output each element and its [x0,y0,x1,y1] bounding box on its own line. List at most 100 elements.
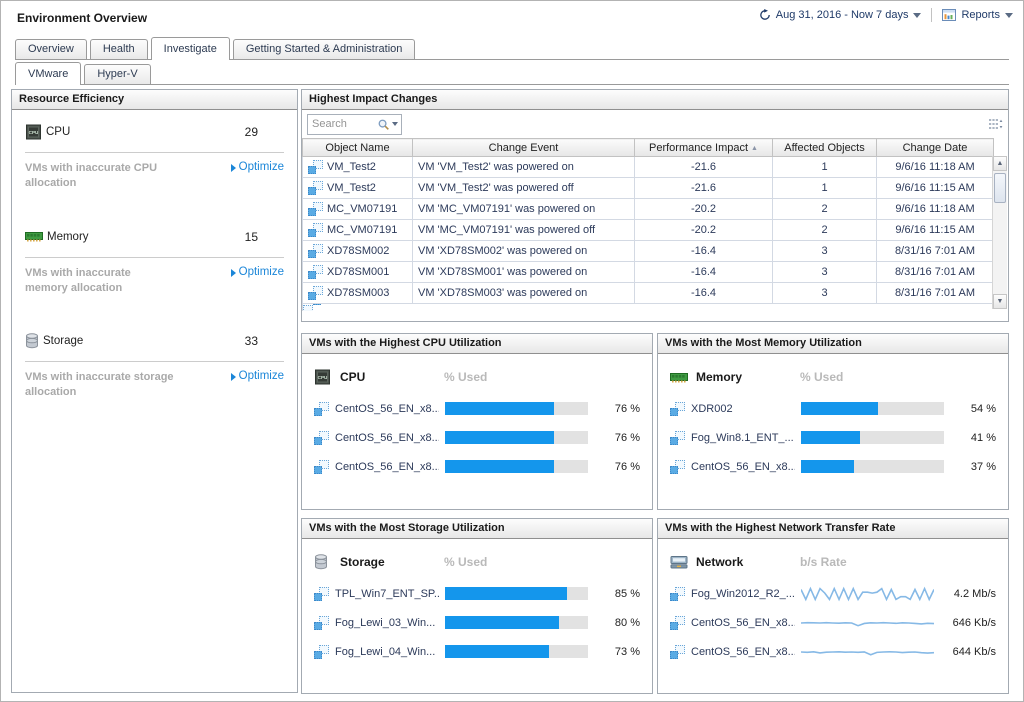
storage-inaccurate-label: VMs with inaccurate storage allocation [25,370,175,400]
tab-health[interactable]: Health [90,39,148,59]
list-item[interactable]: CentOS_56_EN_x8... 644 Kb/s [670,637,996,666]
table-row[interactable]: XD78SM001 VM 'XD78SM001' was powered on-… [303,262,994,283]
reports-button[interactable]: Reports [942,9,1013,21]
list-item[interactable]: CentOS_56_EN_x8... 37 % [670,452,996,481]
list-item[interactable]: XDR002 54 % [670,394,996,423]
main-tab-bar: Overview Health Investigate Getting Star… [15,37,1009,60]
scrollbar-thumb[interactable] [994,173,1006,203]
col-change-event[interactable]: Change Event [413,139,635,157]
reports-icon [942,9,956,21]
search-icon[interactable] [377,118,390,131]
memory-optimize-label: Optimize [239,266,284,278]
cpu-inaccurate-label: VMs with inaccurate CPU allocation [25,161,175,191]
vm-icon [308,202,323,216]
vm-icon [670,587,685,601]
memory-optimize-link[interactable]: Optimize [231,266,284,296]
tab-hyper-v[interactable]: Hyper-V [84,64,150,84]
network-sparkline [801,614,934,632]
highest-impact-changes-title: Highest Impact Changes [302,90,1008,110]
search-options-caret-icon[interactable] [392,122,398,126]
reports-caret-icon [1005,13,1013,18]
vm-icon [314,645,329,659]
optimize-arrow-icon [231,164,236,172]
cpu-utilization-header: CPU CPU % Used [314,364,640,390]
vm-icon [314,431,329,445]
usage-bar [445,616,588,629]
changes-toolbar [302,110,1008,138]
memory-unit-heading: % Used [800,370,843,384]
header-divider [931,8,932,22]
col-affected-objects[interactable]: Affected Objects [773,139,877,157]
network-sparkline [801,585,934,603]
vm-icon [308,244,323,258]
usage-bar [801,460,944,473]
storage-metric-heading: Storage [340,555,444,569]
table-row[interactable]: MC_VM07191 VM 'MC_VM07191' was powered o… [303,220,994,241]
list-item[interactable]: Fog_Lewi_04_Win... 73 % [314,637,640,666]
storage-optimize-link[interactable]: Optimize [231,370,284,400]
memory-metric-heading: Memory [696,370,800,384]
list-item[interactable]: CentOS_56_EN_x8... 76 % [314,394,640,423]
table-row[interactable]: MC_VM07191 VM 'MC_VM07191' was powered o… [303,199,994,220]
vm-icon [308,160,323,174]
memory-inaccurate-label: VMs with inaccurate memory allocation [25,266,175,296]
network-transfer-panel: VMs with the Highest Network Transfer Ra… [657,518,1009,694]
tab-vmware[interactable]: VMware [15,62,81,85]
header-controls: Aug 31, 2016 - Now 7 days Reports [759,8,1013,22]
storage-metric-row: Storage 33 [25,321,284,361]
col-object-name[interactable]: Object Name [303,139,413,157]
changes-table: Object Name Change Event Performance Imp… [302,138,994,304]
time-range-selector[interactable]: Aug 31, 2016 - Now 7 days [759,9,922,21]
resource-efficiency-panel: Resource Efficiency CPU CPU 29 VMs with … [11,89,298,693]
tab-getting-started-administration[interactable]: Getting Started & Administration [233,39,416,59]
network-unit-heading: b/s Rate [800,555,847,569]
usage-bar [445,431,588,444]
memory-optimize-row: VMs with inaccurate memory allocation Op… [25,257,284,300]
table-customizer-icon[interactable] [988,118,1003,130]
storage-metric-value: 33 [245,334,284,348]
memory-metric-value: 15 [245,230,284,244]
storage-utilization-panel: VMs with the Most Storage Utilization St… [301,518,653,694]
storage-utilization-header: Storage % Used [314,549,640,575]
col-performance-impact[interactable]: Performance Impact▲ [635,139,773,157]
list-item[interactable]: CentOS_56_EN_x8... 76 % [314,452,640,481]
time-range-label: Aug 31, 2016 - Now 7 days [776,9,909,21]
search-input[interactable] [312,118,377,130]
list-item[interactable]: Fog_Win8.1_ENT_... 41 % [670,423,996,452]
tab-overview[interactable]: Overview [15,39,87,59]
time-range-caret-icon [913,13,921,18]
search-box[interactable] [307,114,402,135]
table-row[interactable]: XD78SM002 VM 'XD78SM002' was powered on-… [303,241,994,262]
list-item[interactable]: Fog_Win2012_R2_... 4.2 Mb/s [670,579,996,608]
network-sparkline [801,643,934,661]
list-item[interactable]: Fog_Lewi_03_Win... 80 % [314,608,640,637]
page-title: Environment Overview [17,11,147,25]
changes-table-header-row: Object Name Change Event Performance Imp… [303,139,994,157]
vm-icon [670,645,685,659]
table-row[interactable]: VM_Test2 VM 'VM_Test2' was powered off-2… [303,178,994,199]
resource-efficiency-title: Resource Efficiency [12,90,297,110]
table-row[interactable]: XD78SM003 VM 'XD78SM003' was powered on-… [303,283,994,304]
scroll-up-button[interactable]: ▲ [993,156,1007,171]
vm-icon [314,460,329,474]
reports-label: Reports [961,9,1000,21]
list-item[interactable]: TPL_Win7_ENT_SP... 85 % [314,579,640,608]
table-vertical-scrollbar[interactable]: ▲ ▼ [992,156,1007,309]
cpu-optimize-link[interactable]: Optimize [231,161,284,191]
cpu-optimize-row: VMs with inaccurate CPU allocation Optim… [25,152,284,195]
col-change-date[interactable]: Change Date [877,139,994,157]
cpu-metric-value: 29 [245,125,284,139]
scroll-down-button[interactable]: ▼ [993,294,1007,309]
tab-investigate[interactable]: Investigate [151,37,230,60]
usage-bar [445,460,588,473]
cpu-metric-heading: CPU [340,370,444,384]
optimize-arrow-icon [231,269,236,277]
highest-impact-changes-panel: Highest Impact Changes [301,89,1009,322]
storage-optimize-label: Optimize [239,370,284,382]
sort-asc-icon: ▲ [751,145,758,152]
vm-icon [670,460,685,474]
list-item[interactable]: CentOS_56_EN_x8... 646 Kb/s [670,608,996,637]
vm-icon [670,616,685,630]
table-row[interactable]: VM_Test2 VM 'VM_Test2' was powered on-21… [303,157,994,178]
list-item[interactable]: CentOS_56_EN_x8... 76 % [314,423,640,452]
